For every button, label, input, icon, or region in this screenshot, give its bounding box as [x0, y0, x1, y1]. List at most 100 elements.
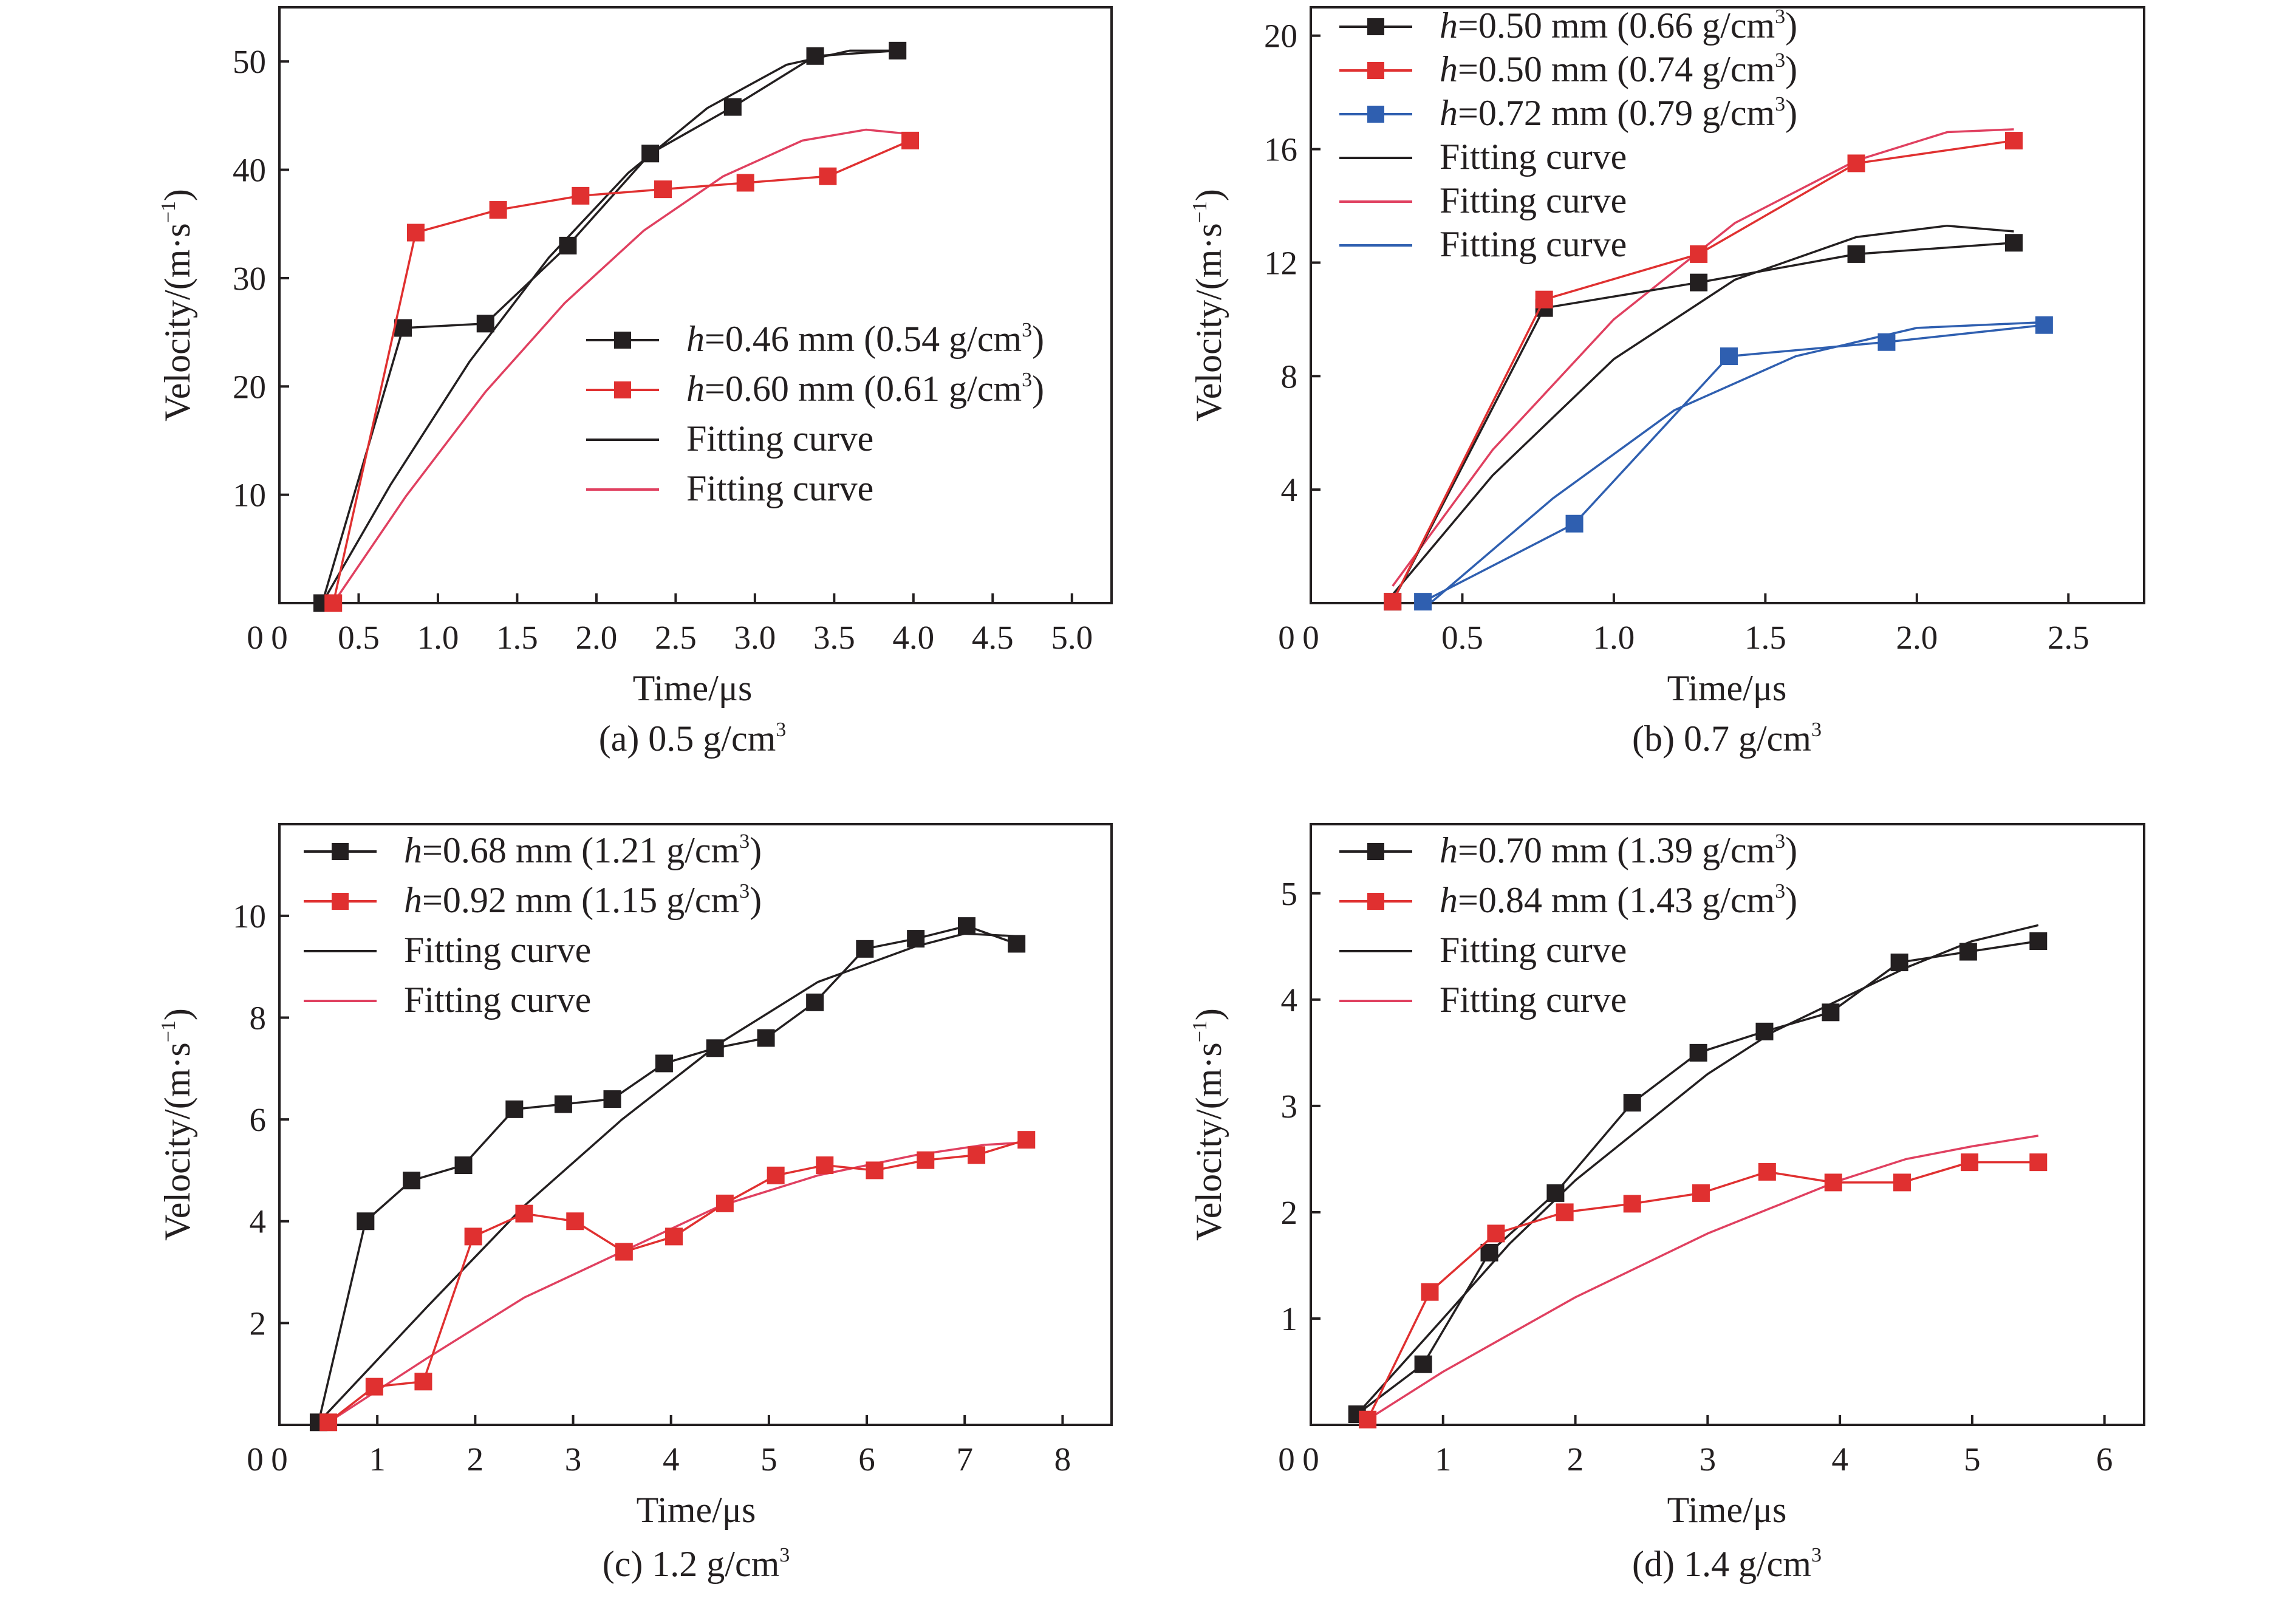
- y-tick-label: 5: [1281, 875, 1298, 912]
- origin-label: 0: [1278, 1441, 1295, 1478]
- series-0-point: [856, 940, 874, 958]
- x-axis-label: Time/μs: [1667, 1490, 1787, 1530]
- legend-text: =0.46 mm (0.54 g/cm: [705, 319, 1022, 359]
- series-1-point: [736, 174, 754, 192]
- y-axis-label-text: Velocity/(m·s: [1189, 1042, 1229, 1241]
- y-tick-label: 1: [1281, 1300, 1298, 1337]
- y-axis-label-end: ): [1189, 1008, 1229, 1020]
- legend-text: =0.84 mm (1.43 g/cm: [1458, 880, 1775, 920]
- series-1-point: [572, 186, 590, 205]
- series-0-point: [1008, 935, 1026, 953]
- series-1-point: [819, 167, 837, 185]
- y-tick-label: 6: [250, 1101, 267, 1138]
- legend-end: ): [1032, 319, 1044, 359]
- legend-entry: Fitting curve: [404, 930, 591, 970]
- series-0-point: [403, 1172, 421, 1190]
- legend-italic: h: [1440, 880, 1458, 920]
- series-0-point: [357, 1212, 375, 1231]
- x-tick-label: 5: [1964, 1441, 1981, 1478]
- legend-end: ): [1785, 49, 1797, 89]
- y-tick-label: 12: [1264, 244, 1297, 281]
- x-tick-label: 2.0: [576, 619, 618, 656]
- chart-legend: h=0.50 mm (0.66 g/cm3)h=0.50 mm (0.74 g/…: [1339, 5, 1797, 264]
- x-tick-label: 3.5: [813, 619, 855, 656]
- series-0-point: [907, 930, 925, 948]
- x-tick-label: 2: [467, 1441, 484, 1478]
- series-2-point: [1877, 333, 1896, 351]
- legend-marker: [1367, 62, 1384, 79]
- x-tick-label: 2.5: [2048, 619, 2089, 656]
- series-0-point: [476, 315, 494, 333]
- x-tick-label: 5: [760, 1441, 777, 1478]
- y-axis-label-sup: −1: [1189, 201, 1211, 223]
- legend-sup: 3: [1775, 880, 1785, 903]
- fitting-curve-0: [1392, 224, 2014, 596]
- series-2-point: [1720, 347, 1738, 366]
- x-tick-label: 1: [369, 1441, 386, 1478]
- chart-panel-0: 0 0.5 1.0 1.5 2.0 2.5 3.0 3.5 4.0 4.5 5.0102030405…: [157, 6, 1113, 759]
- series-line-0: [321, 49, 898, 604]
- legend-sup: 3: [1022, 319, 1032, 341]
- series-1-point: [767, 1166, 785, 1184]
- x-tick-label: 6: [2096, 1441, 2113, 1478]
- y-axis-label-text: Velocity/(m·s: [1189, 223, 1229, 422]
- series-1-point: [1556, 1203, 1574, 1221]
- series-0-point: [723, 98, 742, 116]
- legend-end: ): [1785, 830, 1797, 870]
- x-tick-label: 1.5: [496, 619, 538, 656]
- series-0-point: [806, 993, 824, 1011]
- chart-caption: (d) 1.4 g/cm3: [1632, 1544, 1822, 1584]
- series-line-2: [1422, 324, 2045, 603]
- series-0-point: [1546, 1184, 1565, 1202]
- legend-text: =0.92 mm (1.15 g/cm: [422, 880, 739, 920]
- origin-label: 0: [247, 1441, 264, 1478]
- legend-entry: h=0.84 mm (1.43 g/cm3): [1440, 880, 1797, 920]
- chart-legend: h=0.68 mm (1.21 g/cm3)h=0.92 mm (1.15 g/…: [304, 830, 762, 1020]
- legend-entry: h=0.68 mm (1.21 g/cm3): [404, 830, 762, 870]
- series-1-point: [1421, 1283, 1439, 1301]
- fitting-curve-1: [332, 128, 911, 604]
- x-tick-label: 0: [271, 1441, 288, 1478]
- y-axis-label-text: Velocity/(m·s: [157, 223, 197, 422]
- series-0-point: [957, 917, 975, 935]
- fitting-curve-1: [327, 1141, 1027, 1424]
- legend-italic: h: [686, 319, 705, 359]
- legend-entry: Fitting curve: [1440, 224, 1627, 264]
- legend-sup: 3: [1022, 369, 1032, 391]
- series-1-point: [1847, 154, 1865, 172]
- x-tick-label: 8: [1054, 1441, 1071, 1478]
- series-0-point: [655, 1054, 673, 1073]
- chart-caption-sup: 3: [1811, 719, 1822, 741]
- x-tick-label: 3.0: [734, 619, 776, 656]
- fitting-curve-1: [1392, 128, 2014, 587]
- legend-marker: [332, 843, 349, 860]
- y-axis-label: Velocity/(m·s−1): [157, 1008, 197, 1241]
- legend-text: =0.72 mm (0.79 g/cm: [1458, 93, 1775, 133]
- series-1-point: [1359, 1410, 1377, 1429]
- y-tick-label: 4: [250, 1203, 267, 1240]
- x-axis-label: Time/μs: [637, 1490, 756, 1530]
- series-0-point: [603, 1090, 621, 1108]
- series-0-point: [1890, 954, 1908, 972]
- fitting-curve-2: [1431, 321, 2045, 603]
- series-1-point: [1017, 1131, 1036, 1149]
- legend-entry: Fitting curve: [686, 418, 873, 459]
- legend-marker: [332, 893, 349, 910]
- legend-entry: h=0.60 mm (0.61 g/cm3): [686, 369, 1044, 409]
- legend-italic: h: [686, 369, 705, 409]
- legend-text: =0.60 mm (0.61 g/cm: [705, 369, 1022, 409]
- series-2-point: [1565, 514, 1584, 533]
- x-tick-label: 3: [565, 1441, 582, 1478]
- legend-sup: 3: [739, 830, 750, 853]
- legend-entry: Fitting curve: [1440, 180, 1627, 220]
- y-axis-label: Velocity/(m·s−1): [1189, 189, 1229, 422]
- plot-frame: [1310, 823, 2145, 1426]
- chart-caption-text: (c) 1.2 g/cm: [603, 1544, 780, 1584]
- series-1-point: [1690, 245, 1708, 263]
- chart-legend: h=0.46 mm (0.54 g/cm3) h=0.60 mm (0.61 g/…: [586, 319, 1044, 508]
- series-0-point: [706, 1039, 724, 1057]
- x-axis-label: Time/μs: [1667, 668, 1787, 708]
- series-1-point: [2004, 132, 2023, 150]
- x-tick-label: 4.0: [892, 619, 934, 656]
- legend-end: ): [750, 880, 762, 920]
